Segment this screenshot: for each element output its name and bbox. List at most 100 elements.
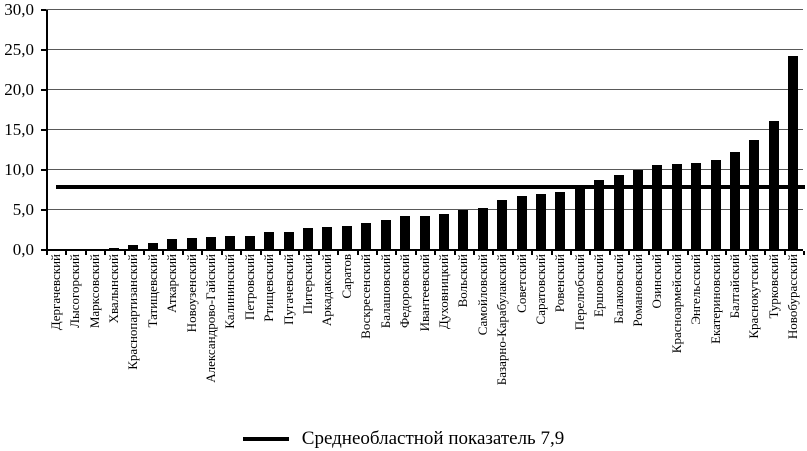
x-axis-label: Базарно-Карабулакский <box>494 254 509 386</box>
y-axis-tick-label: 15,0 <box>4 120 34 139</box>
bar <box>575 186 585 250</box>
bar <box>187 238 197 250</box>
x-tick <box>531 251 533 255</box>
x-tick <box>473 251 475 255</box>
bar <box>711 160 721 250</box>
x-axis-label: Марксовский <box>87 254 102 329</box>
x-axis-label: Саратов <box>339 254 354 299</box>
legend-line-sample <box>242 437 289 441</box>
x-tick <box>434 251 436 255</box>
y-tick <box>41 49 46 51</box>
y-tick <box>41 129 46 131</box>
x-tick <box>46 251 48 255</box>
bar <box>652 165 662 250</box>
x-axis-label: Лысогорский <box>67 254 82 328</box>
reference-line <box>56 185 805 189</box>
y-tick <box>41 249 46 251</box>
y-axis-tick-label: 25,0 <box>4 40 34 59</box>
x-tick <box>318 251 320 255</box>
x-axis-label: Новоузенский <box>184 254 199 333</box>
x-axis-line <box>46 249 803 251</box>
bar <box>342 226 352 250</box>
x-axis-label: Петровский <box>242 254 257 321</box>
x-axis-label: Аркадакский <box>319 254 334 327</box>
x-axis-label: Федоровский <box>397 254 412 329</box>
bar <box>672 164 682 250</box>
x-tick <box>745 251 747 255</box>
bar <box>322 227 332 250</box>
bar <box>788 56 798 250</box>
x-tick <box>65 251 67 255</box>
x-axis-label: Питерский <box>300 254 315 315</box>
y-axis-tick-label: 5,0 <box>12 200 34 219</box>
x-tick <box>609 251 611 255</box>
gridline <box>46 9 803 10</box>
x-tick <box>357 251 359 255</box>
x-axis-label: Энгельсский <box>688 254 703 325</box>
bar <box>555 192 565 250</box>
x-tick <box>512 251 514 255</box>
x-axis-label: Краснокутский <box>746 254 761 339</box>
x-tick <box>784 251 786 255</box>
x-tick <box>764 251 766 255</box>
x-tick <box>589 251 591 255</box>
x-tick <box>104 251 106 255</box>
x-axis-label: Александрово-Гайский <box>203 254 218 383</box>
x-tick <box>162 251 164 255</box>
bar <box>439 214 449 250</box>
bar <box>749 140 759 250</box>
x-tick <box>260 251 262 255</box>
x-tick <box>279 251 281 255</box>
x-tick <box>803 251 805 255</box>
bar <box>284 232 294 250</box>
bar <box>536 194 546 250</box>
x-tick <box>667 251 669 255</box>
x-axis-label: Советский <box>514 254 529 313</box>
x-axis-label: Вольский <box>455 254 470 308</box>
x-tick <box>551 251 553 255</box>
bar <box>264 232 274 250</box>
gridline <box>46 49 803 50</box>
legend-label: Среднеобластной показатель 7,9 <box>301 428 565 449</box>
y-tick <box>41 209 46 211</box>
x-tick <box>337 251 339 255</box>
x-axis-label: Ершовский <box>591 254 606 318</box>
bar <box>167 239 177 250</box>
x-axis-label: Краснопартизанский <box>125 254 140 370</box>
x-axis-label: Екатериновский <box>708 254 723 344</box>
x-axis-label: Красноармейский <box>669 254 684 354</box>
x-axis-label: Ртищевский <box>261 254 276 322</box>
y-tick <box>41 169 46 171</box>
bar <box>594 180 604 250</box>
bar <box>517 196 527 250</box>
y-axis-line <box>46 10 48 251</box>
x-tick <box>85 251 87 255</box>
gridline <box>46 169 803 170</box>
bar <box>478 208 488 250</box>
gridline <box>46 209 803 210</box>
x-tick <box>454 251 456 255</box>
bar <box>614 175 624 250</box>
bar <box>206 237 216 250</box>
bar <box>381 220 391 250</box>
x-tick <box>240 251 242 255</box>
x-tick <box>298 251 300 255</box>
x-axis-label: Ивантеевский <box>417 254 432 332</box>
x-axis-label: Перелюбский <box>572 254 587 331</box>
x-tick <box>628 251 630 255</box>
y-tick <box>41 9 46 11</box>
x-tick <box>221 251 223 255</box>
x-axis-label: Турковский <box>766 254 781 319</box>
x-tick <box>395 251 397 255</box>
x-tick <box>570 251 572 255</box>
x-axis-label: Новобурасский <box>785 254 800 340</box>
bar <box>400 216 410 250</box>
x-axis-label: Саратовский <box>533 254 548 325</box>
bar <box>497 200 507 250</box>
bar <box>361 223 371 250</box>
x-axis-label: Аткарский <box>164 254 179 313</box>
bar <box>245 236 255 250</box>
gridline <box>46 89 803 90</box>
x-tick <box>182 251 184 255</box>
